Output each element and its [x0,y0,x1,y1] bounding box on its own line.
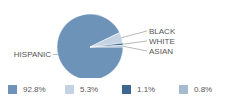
svg-text:HISPANIC: HISPANIC [14,50,51,59]
svg-text:BLACK: BLACK [149,27,176,36]
html-text:5.3%: 5.3% [80,84,99,94]
html-text:0.8%: 0.8% [194,84,213,94]
svg-text:WHITE: WHITE [149,37,175,46]
html-text:92.8%: 92.8% [23,84,46,94]
svg-text:ASIAN: ASIAN [149,47,173,56]
html-text:1.1%: 1.1% [137,84,156,94]
